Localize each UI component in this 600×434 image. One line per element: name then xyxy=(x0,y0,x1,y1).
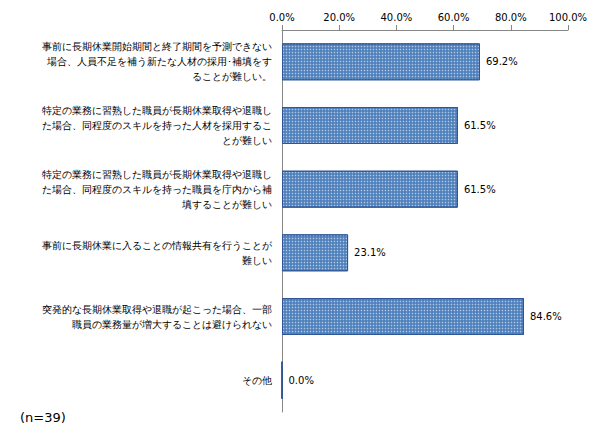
svg-text:その他: その他 xyxy=(242,375,272,386)
svg-text:場合、人員不足を補う新たな人材の採用･補填をす: 場合、人員不足を補う新たな人材の採用･補填をす xyxy=(46,56,272,67)
svg-text:特定の業務に習熟した職員が長期休業取得や退職し: 特定の業務に習熟した職員が長期休業取得や退職し xyxy=(42,169,272,180)
svg-text:61.5%: 61.5% xyxy=(464,184,496,195)
svg-text:とが難しい: とが難しい xyxy=(222,135,272,146)
svg-text:0.0%: 0.0% xyxy=(289,375,314,386)
svg-text:特定の業務に習熟した職員が長期休業取得や退職し: 特定の業務に習熟した職員が長期休業取得や退職し xyxy=(42,105,272,116)
svg-text:80.0%: 80.0% xyxy=(495,12,527,23)
svg-text:20.0%: 20.0% xyxy=(323,12,355,23)
svg-text:0.0%: 0.0% xyxy=(269,12,294,23)
svg-text:61.5%: 61.5% xyxy=(464,120,496,131)
svg-text:た場合、同程度のスキルを持った職員を庁内から補: た場合、同程度のスキルを持った職員を庁内から補 xyxy=(42,184,272,195)
svg-text:難しい: 難しい xyxy=(242,255,272,266)
svg-text:職員の業務量が増大することは避けられない: 職員の業務量が増大することは避けられない xyxy=(72,319,272,330)
svg-text:60.0%: 60.0% xyxy=(438,12,470,23)
svg-text:た場合、同程度のスキルを持った人材を採用するこ: た場合、同程度のスキルを持った人材を採用するこ xyxy=(42,120,272,131)
svg-text:69.2%: 69.2% xyxy=(486,56,518,67)
svg-text:ることが難しい。: ることが難しい。 xyxy=(192,71,272,82)
svg-text:(n=39): (n=39) xyxy=(20,410,66,425)
svg-text:突発的な長期休業取得や退職が起こった場合、一部: 突発的な長期休業取得や退職が起こった場合、一部 xyxy=(42,304,272,315)
svg-text:填することが難しい: 填することが難しい xyxy=(181,199,272,210)
svg-text:事前に長期休業に入ることの情報共有を行うことが: 事前に長期休業に入ることの情報共有を行うことが xyxy=(42,240,273,251)
svg-text:事前に長期休業開始期間と終了期間を予測できない: 事前に長期休業開始期間と終了期間を予測できない xyxy=(42,41,272,52)
svg-text:40.0%: 40.0% xyxy=(381,12,413,23)
svg-text:84.6%: 84.6% xyxy=(530,311,562,322)
svg-text:23.1%: 23.1% xyxy=(354,247,386,258)
svg-text:100.0%: 100.0% xyxy=(549,12,587,23)
